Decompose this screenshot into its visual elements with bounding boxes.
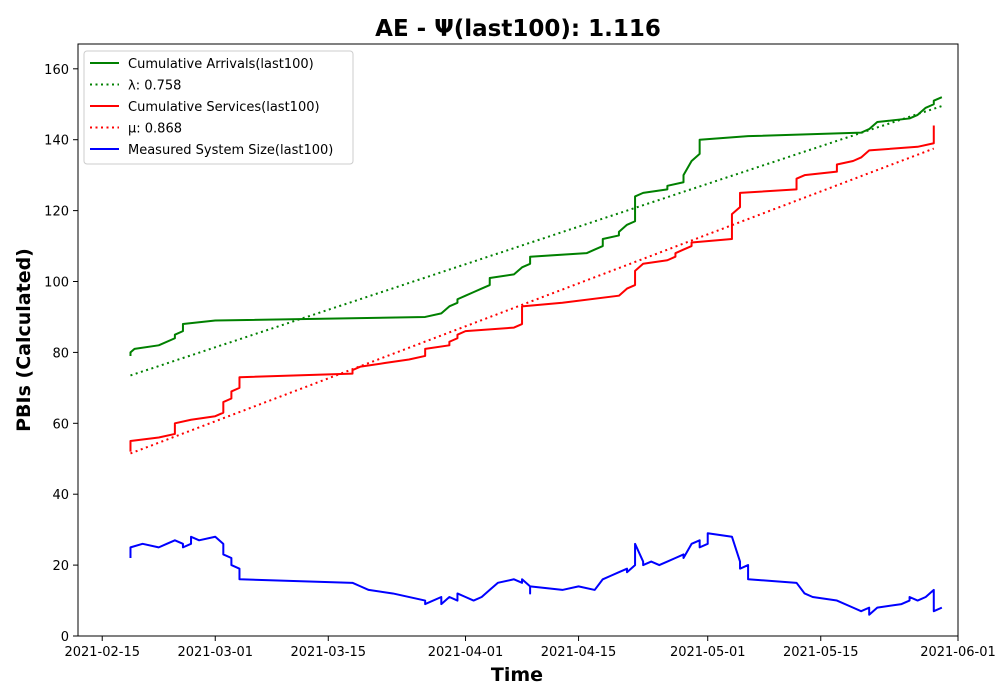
x-tick-label: 2021-02-15: [64, 645, 140, 660]
y-tick-label: 60: [52, 417, 69, 432]
y-tick-label: 100: [44, 276, 69, 291]
legend-label: λ: 0.758: [128, 79, 181, 94]
x-tick-label: 2021-04-15: [541, 645, 617, 660]
legend-label: μ: 0.868: [128, 122, 182, 137]
x-tick-label: 2021-05-15: [783, 645, 859, 660]
y-axis-label: PBIs (Calculated): [13, 248, 35, 432]
y-tick-label: 140: [44, 134, 69, 149]
x-tick-label: 2021-06-01: [920, 645, 996, 660]
series-line-4: [129, 532, 943, 616]
y-tick-label: 120: [44, 205, 69, 220]
x-tick-label: 2021-03-01: [177, 645, 253, 660]
series-line-2: [129, 125, 935, 452]
y-tick-label: 40: [52, 488, 69, 503]
legend-label: Measured System Size(last100): [128, 143, 333, 158]
series-line-3: [130, 147, 935, 455]
legend-label: Cumulative Arrivals(last100): [128, 57, 314, 72]
x-tick-label: 2021-03-15: [290, 645, 366, 660]
series-line-0: [129, 96, 943, 356]
legend: Cumulative Arrivals(last100) λ: 0.758 Cumu…: [83, 50, 354, 165]
legend-box: [83, 50, 354, 165]
x-axis-label: Time: [491, 664, 543, 686]
y-tick-label: 80: [52, 346, 69, 361]
chart-title: AE - Ψ(last100): 1.116: [375, 16, 661, 42]
y-tick-label: 160: [44, 63, 69, 78]
x-tick-label: 2021-04-01: [428, 645, 504, 660]
x-tick-label: 2021-05-01: [670, 645, 746, 660]
legend-label: Cumulative Services(last100): [128, 100, 320, 115]
y-tick-label: 0: [61, 630, 69, 645]
plot-area: [77, 43, 959, 637]
y-tick-label: 20: [52, 559, 69, 574]
